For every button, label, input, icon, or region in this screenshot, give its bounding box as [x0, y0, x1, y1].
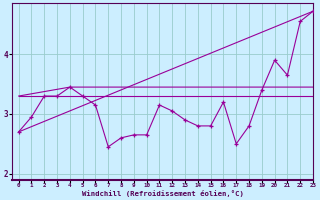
X-axis label: Windchill (Refroidissement éolien,°C): Windchill (Refroidissement éolien,°C)	[82, 190, 244, 197]
